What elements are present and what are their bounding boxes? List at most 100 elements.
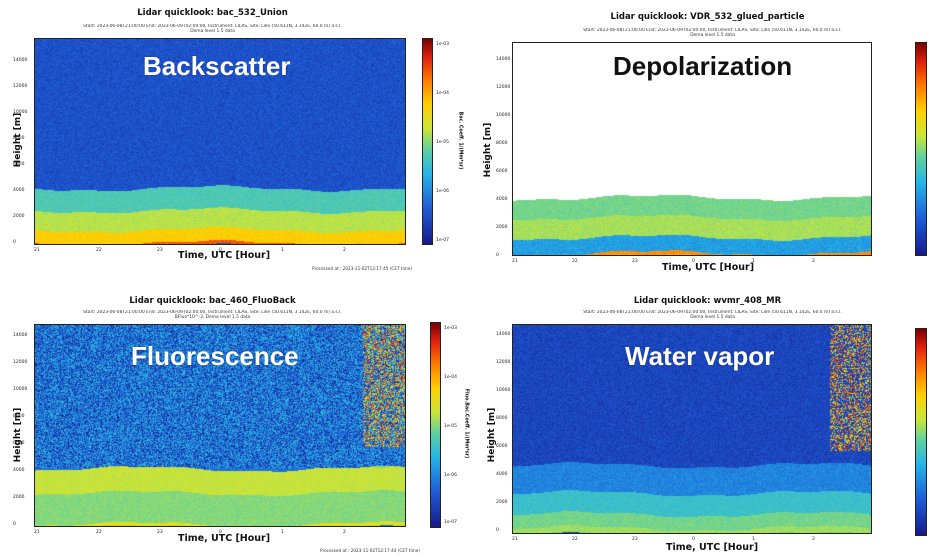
y-tick: 6000 <box>13 441 25 446</box>
heatmap-canvas <box>513 325 871 533</box>
heatmap-canvas <box>513 43 871 255</box>
panel-depolarization: Lidar quicklook: VDR_532_glued_particle … <box>466 0 929 279</box>
chart-title: Lidar quicklook: VDR_532_glued_particle <box>610 12 805 22</box>
x-tick: 21 <box>34 530 40 535</box>
y-tick: 12000 <box>13 360 28 365</box>
heatmap-plot: Fluorescence <box>34 324 406 527</box>
x-axis-label: Time, UTC [Hour] <box>178 250 271 261</box>
y-tick: 14000 <box>496 57 511 62</box>
colorbar <box>422 38 433 245</box>
y-tick: 8000 <box>496 416 508 421</box>
y-tick: 4000 <box>13 468 25 473</box>
colorbar <box>915 328 927 536</box>
y-tick: 10000 <box>496 113 511 118</box>
x-tick: 22 <box>572 259 578 264</box>
chart-meta: Start: 2023-06-08T21:00:00 End: 2023-06-… <box>583 28 842 39</box>
overlay-label: Fluorescence <box>131 341 299 371</box>
colorbar-tick: 1e-07 <box>436 238 449 243</box>
colorbar-tick: 1e-07 <box>444 520 457 525</box>
overlay-label: Depolarization <box>613 51 793 81</box>
x-tick: 2 <box>812 537 815 542</box>
y-tick: 2000 <box>496 225 508 230</box>
chart-meta: Start: 2023-06-08T21:00:00 End: 2023-06-… <box>583 310 842 321</box>
y-tick: 0 <box>496 253 499 258</box>
processed-footer: Processed at : 2023-11-02T12:17:45 (CET … <box>312 266 412 271</box>
x-tick: 23 <box>157 248 163 253</box>
y-tick: 12000 <box>13 84 28 89</box>
y-tick: 6000 <box>13 162 25 167</box>
y-tick: 14000 <box>13 58 28 63</box>
x-tick: 23 <box>632 537 638 542</box>
panel-water-vapor: Lidar quicklook: wvmr_408_MR Start: 2023… <box>466 280 929 558</box>
x-tick: 21 <box>512 259 518 264</box>
chart-title: Lidar quicklook: bac_460_FluoBack <box>129 296 296 306</box>
x-axis-label: Time, UTC [Hour] <box>178 533 271 544</box>
x-tick: 2 <box>343 248 346 253</box>
x-axis-label: Time, UTC [Hour] <box>666 542 759 553</box>
x-tick: 0 <box>692 259 695 264</box>
x-tick: 0 <box>219 530 222 535</box>
x-tick: 22 <box>96 248 102 253</box>
y-tick: 0 <box>13 522 16 527</box>
x-tick: 23 <box>632 259 638 264</box>
y-tick: 4000 <box>496 472 508 477</box>
x-tick: 0 <box>219 248 222 253</box>
colorbar-tick: 1e-04 <box>444 375 457 380</box>
x-tick: 23 <box>157 530 163 535</box>
x-tick: 1 <box>752 537 755 542</box>
y-tick: 10000 <box>496 388 511 393</box>
chart-title: Lidar quicklook: bac_532_Union <box>137 8 288 18</box>
y-tick: 12000 <box>496 85 511 90</box>
overlay-label: Water vapor <box>625 341 775 371</box>
heatmap-canvas <box>35 325 405 526</box>
y-axis-label: Height [m] <box>483 122 493 178</box>
y-tick: 8000 <box>496 141 508 146</box>
y-tick: 10000 <box>13 110 28 115</box>
y-axis-label: Height [m] <box>487 407 497 463</box>
y-tick: 6000 <box>496 444 508 449</box>
colorbar-tick: 1e-06 <box>444 473 457 478</box>
colorbar-tick: 1e-05 <box>444 424 457 429</box>
y-tick: 2000 <box>13 214 25 219</box>
y-tick: 14000 <box>13 333 28 338</box>
chart-meta: Start: 2023-06-08T21:00:00 End: 2023-06-… <box>83 24 342 35</box>
y-tick: 4000 <box>13 188 25 193</box>
y-tick: 8000 <box>13 414 25 419</box>
y-tick: 10000 <box>13 387 28 392</box>
x-tick: 22 <box>572 537 578 542</box>
colorbar-tick: 1e-03 <box>444 326 457 331</box>
colorbar-label: Bac. Coeff. 1/(Mm*sr) <box>457 111 463 170</box>
y-tick: 4000 <box>496 197 508 202</box>
chart-meta: Start: 2023-06-08T21:00:00 End: 2023-06-… <box>83 310 342 321</box>
colorbar <box>915 42 927 256</box>
x-tick: 1 <box>281 530 284 535</box>
y-tick: 2000 <box>496 500 508 505</box>
colorbar-tick: 1e-05 <box>436 140 449 145</box>
colorbar-tick: 1e-06 <box>436 189 449 194</box>
heatmap-plot: Backscatter <box>34 38 406 245</box>
y-tick: 0 <box>13 240 16 245</box>
colorbar-tick: 1e-03 <box>436 42 449 47</box>
overlay-label: Backscatter <box>143 51 291 81</box>
chart-title: Lidar quicklook: wvmr_408_MR <box>633 296 782 306</box>
x-tick: 2 <box>343 530 346 535</box>
colorbar <box>430 322 441 528</box>
y-tick: 14000 <box>496 332 511 337</box>
x-tick: 0 <box>692 537 695 542</box>
heatmap-plot: Depolarization <box>512 42 872 256</box>
x-tick: 22 <box>96 530 102 535</box>
x-tick: 1 <box>752 259 755 264</box>
y-tick: 6000 <box>496 169 508 174</box>
x-tick: 1 <box>281 248 284 253</box>
panel-backscatter: Lidar quicklook: bac_532_Union Start: 20… <box>0 0 465 279</box>
panel-fluorescence: Lidar quicklook: bac_460_FluoBack Start:… <box>0 280 469 558</box>
x-tick: 21 <box>512 537 518 542</box>
heatmap-canvas <box>35 39 405 244</box>
x-tick: 21 <box>34 248 40 253</box>
y-tick: 12000 <box>496 360 511 365</box>
x-tick: 2 <box>812 259 815 264</box>
processed-footer: Processed at : 2023-11-02T12:17:44 (CET … <box>320 548 420 553</box>
colorbar-tick: 1e-04 <box>436 91 449 96</box>
y-tick: 2000 <box>13 495 25 500</box>
x-axis-label: Time, UTC [Hour] <box>662 262 755 273</box>
